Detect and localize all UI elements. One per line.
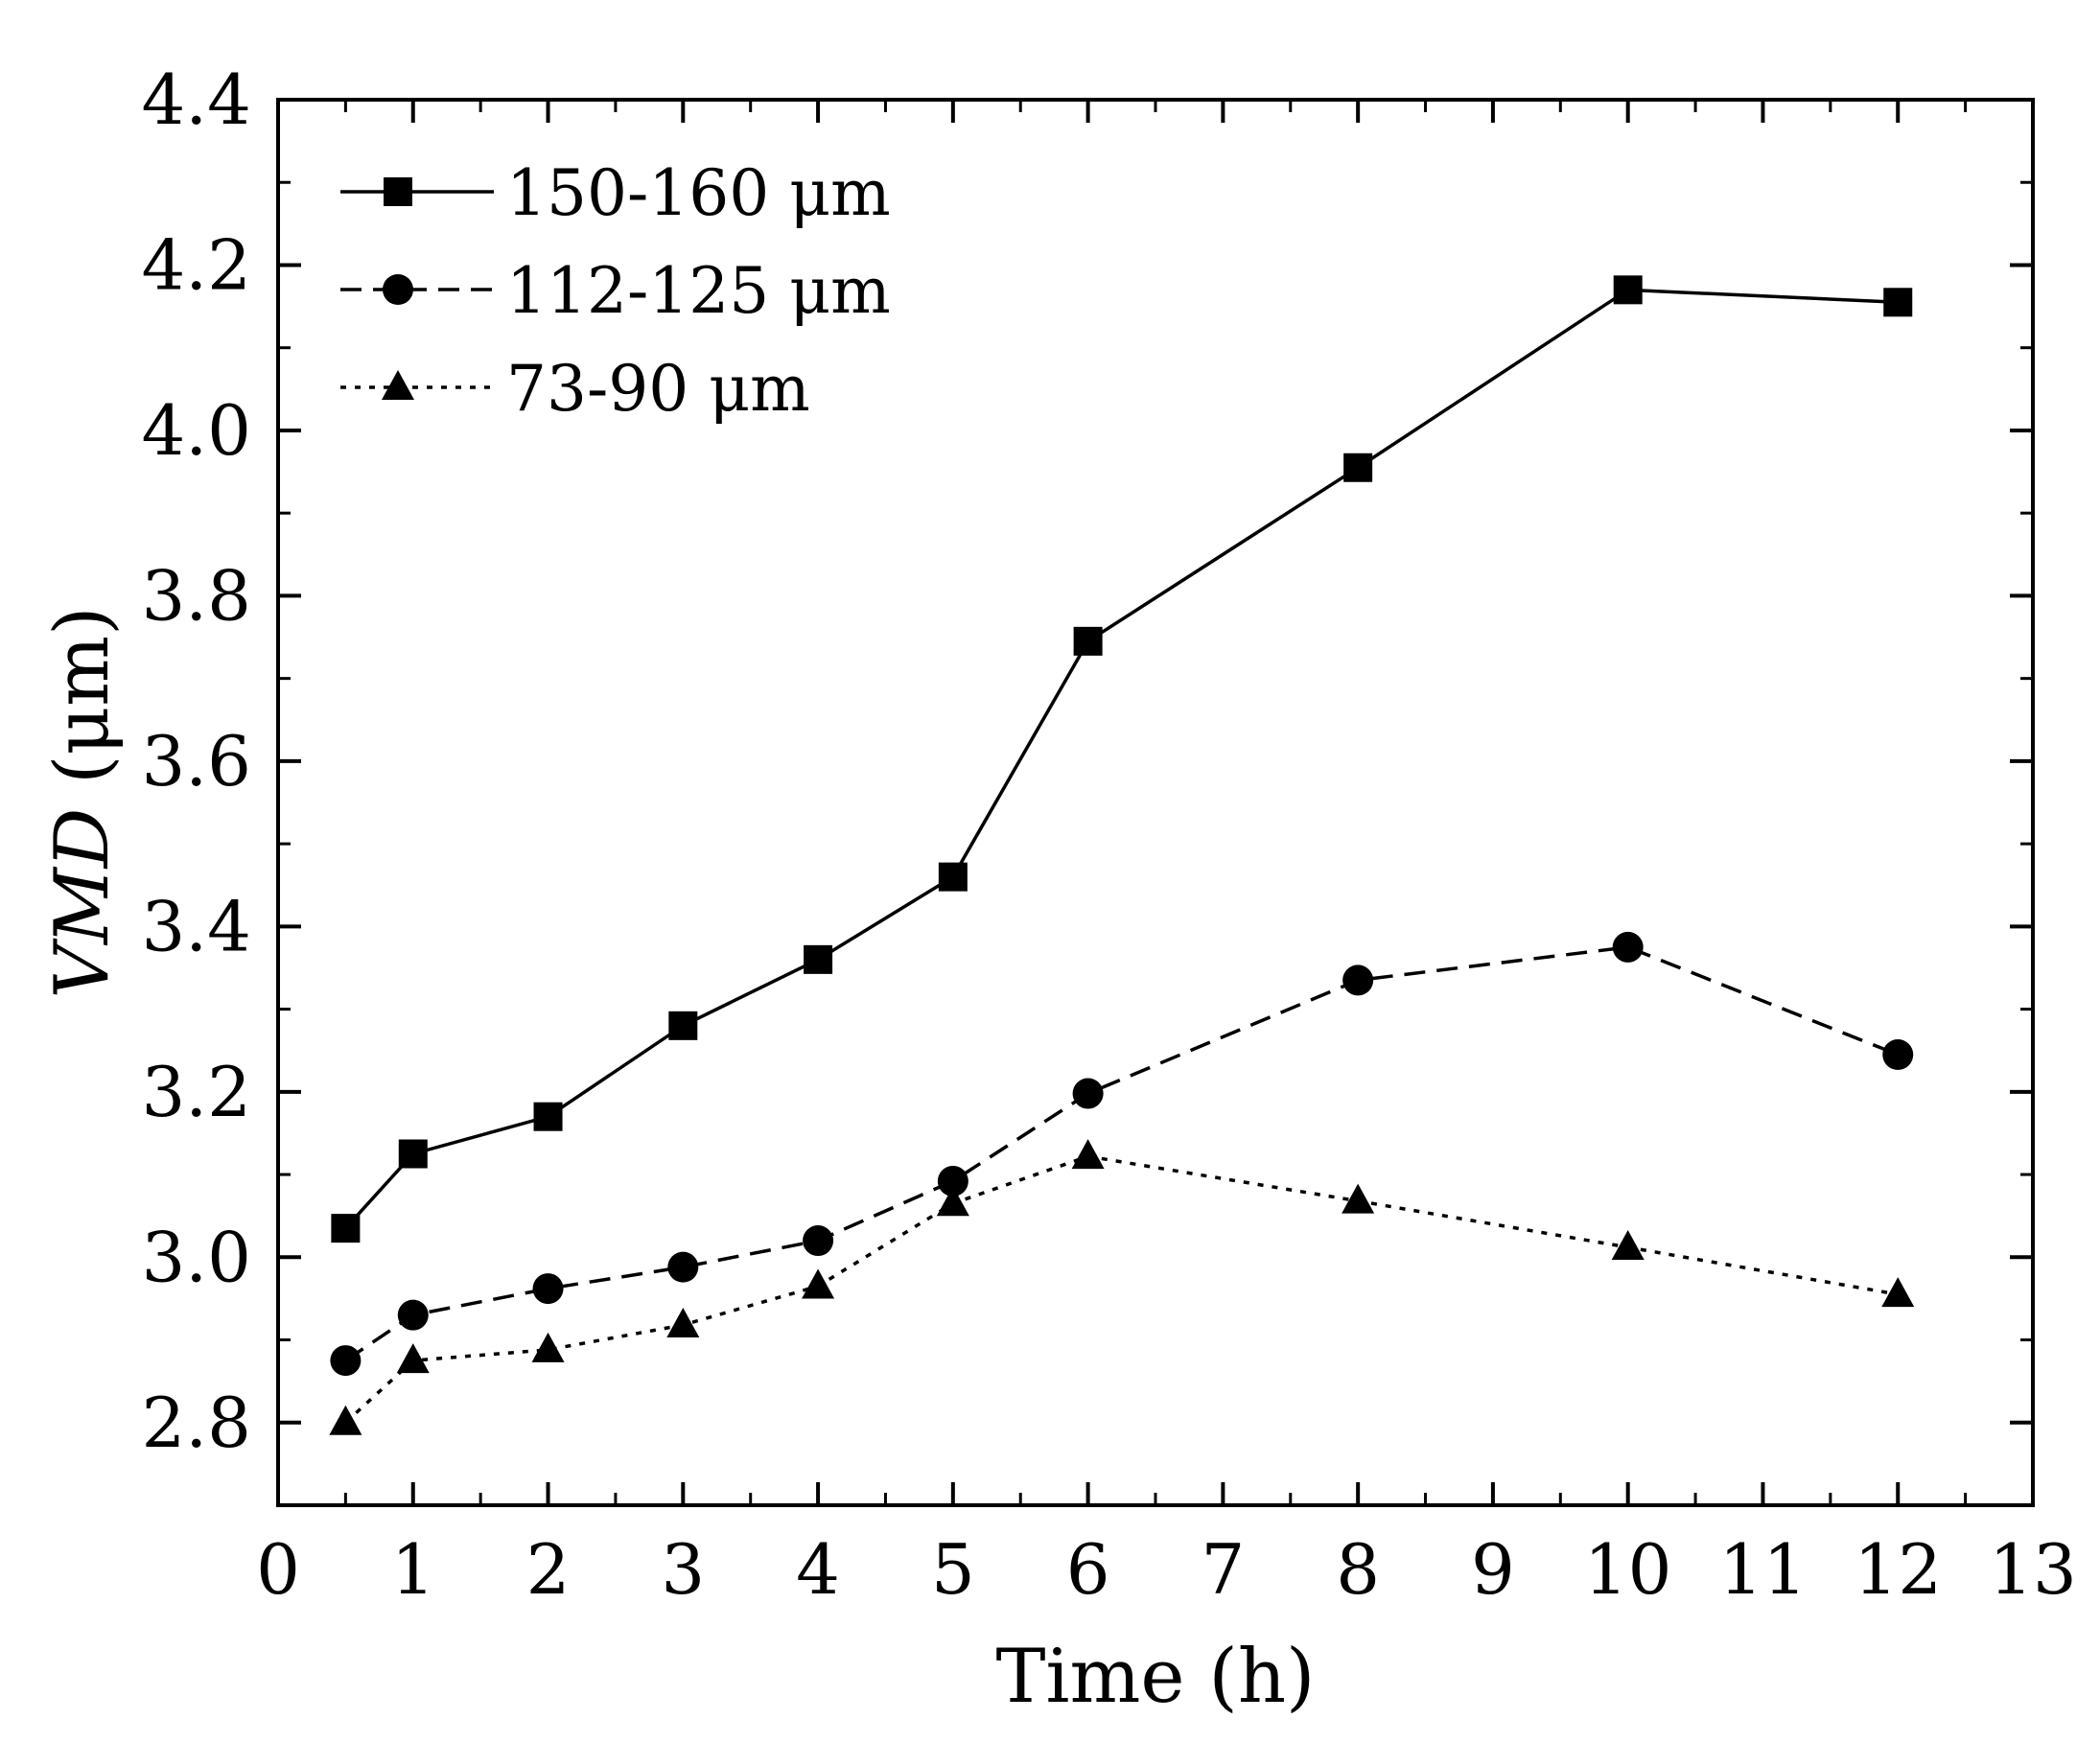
- series-2-point: [397, 1299, 429, 1331]
- y-tick-label: 3.8: [141, 555, 251, 636]
- series-3-point: [1611, 1229, 1645, 1260]
- series-3-point: [531, 1332, 565, 1362]
- y-axis-title-italic: VMD: [39, 808, 126, 999]
- series-layer: [329, 275, 1915, 1435]
- series-2-point: [1342, 964, 1374, 996]
- legend-label-1: 150-160 μm: [506, 156, 891, 230]
- y-tick-label: 3.0: [141, 1217, 251, 1297]
- y-tick-label: 4.0: [141, 390, 251, 471]
- x-tick-label: 10: [1584, 1529, 1672, 1610]
- y-tick-label: 4.4: [141, 59, 251, 140]
- series-3-point: [666, 1308, 700, 1338]
- series-1-point: [1613, 275, 1643, 305]
- series-1-point: [533, 1102, 563, 1131]
- y-tick-label: 3.6: [141, 721, 251, 802]
- y-axis-title-unit: (μm): [39, 606, 126, 807]
- series-2-line: [344, 945, 1899, 1362]
- y-tick-label: 2.8: [141, 1383, 251, 1463]
- series-3: [329, 1139, 1915, 1435]
- legend-marker-1: [384, 177, 412, 206]
- x-tick-label: 7: [1201, 1529, 1245, 1610]
- series-3-line: [344, 1154, 1899, 1425]
- x-tick-label: 4: [796, 1529, 840, 1610]
- y-axis-title: VMD (μm): [39, 606, 126, 998]
- series-2-point: [1882, 1039, 1914, 1071]
- x-axis-title: Time (h): [996, 1634, 1316, 1720]
- series-2-point: [330, 1345, 362, 1377]
- series-2-point: [667, 1251, 699, 1283]
- series-1-point: [331, 1214, 361, 1243]
- x-tick-label: 2: [526, 1529, 571, 1610]
- series-1-point: [398, 1139, 428, 1169]
- x-tick-label: 13: [1989, 1529, 2077, 1610]
- legend-marker-3: [382, 370, 414, 400]
- series-2-point: [1072, 1078, 1104, 1109]
- x-tick-label: 1: [391, 1529, 435, 1610]
- legend: 150-160 μm 112-125 μm 73-90 μm: [340, 156, 891, 426]
- x-tick-label: 6: [1066, 1529, 1110, 1610]
- series-1: [331, 275, 1913, 1243]
- series-1-point: [668, 1011, 698, 1040]
- x-tick-label: 5: [931, 1529, 975, 1610]
- legend-label-2: 112-125 μm: [506, 254, 891, 328]
- series-3-point: [936, 1186, 969, 1217]
- x-tick-label: 11: [1719, 1529, 1808, 1610]
- series-1-point: [1883, 288, 1913, 317]
- axes: 0 1 2 3 4 5 6 7 8 9 10 11 12 132.83.03.23.43.63.84.04…: [141, 59, 2076, 1610]
- series-1-point: [1343, 453, 1373, 482]
- legend-marker-2: [383, 274, 413, 305]
- y-tick-label: 4.2: [141, 224, 251, 305]
- x-tick-label: 0: [256, 1529, 300, 1610]
- x-tick-label: 8: [1336, 1529, 1380, 1610]
- series-3-point: [396, 1343, 430, 1374]
- series-1-line: [344, 288, 1899, 1230]
- series-2-point: [532, 1273, 564, 1305]
- series-1-point: [938, 862, 968, 892]
- series-2-point: [937, 1165, 968, 1197]
- series-2-point: [1612, 931, 1644, 963]
- y-tick-label: 3.4: [141, 886, 251, 966]
- series-3-point: [802, 1268, 835, 1299]
- x-tick-label: 3: [661, 1529, 705, 1610]
- series-3-point: [329, 1405, 362, 1435]
- legend-label-3: 73-90 μm: [506, 352, 810, 426]
- series-1-point: [1073, 626, 1103, 656]
- series-3-point: [1071, 1139, 1105, 1170]
- series-1-point: [804, 944, 833, 974]
- x-tick-label: 12: [1854, 1529, 1942, 1610]
- y-tick-label: 3.2: [141, 1052, 251, 1132]
- series-3-point: [1342, 1183, 1375, 1214]
- series-3-point: [1881, 1277, 1915, 1308]
- x-tick-label: 9: [1471, 1529, 1515, 1610]
- series-2: [330, 931, 1914, 1377]
- series-2-point: [803, 1225, 834, 1257]
